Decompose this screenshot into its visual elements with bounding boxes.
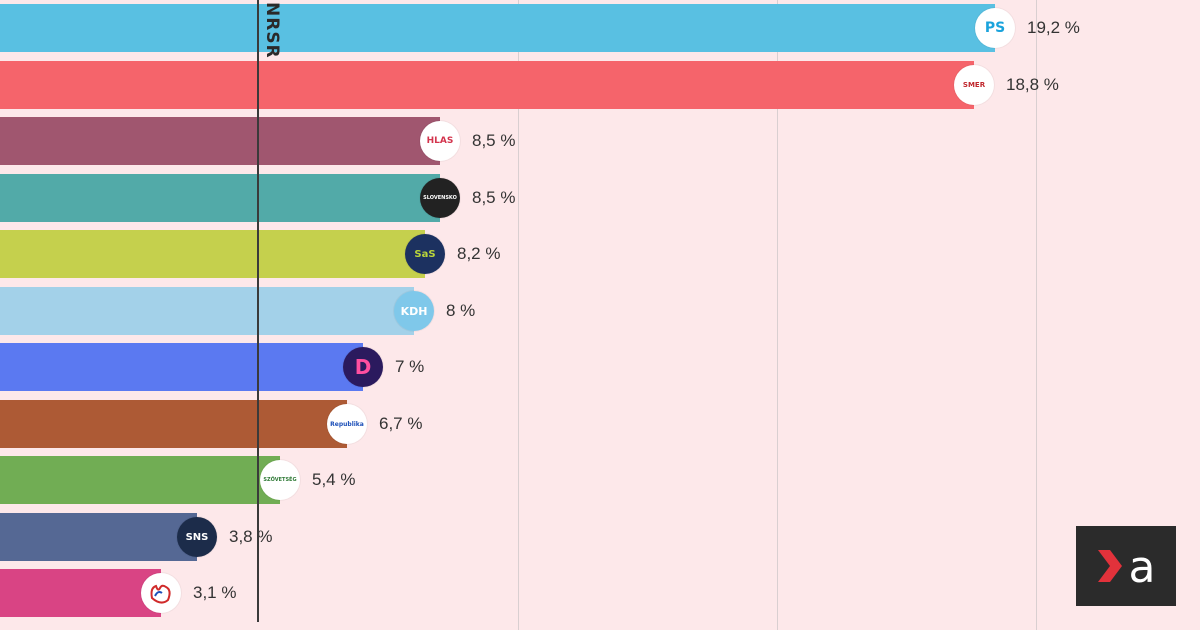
value-label: 19,2 %: [1027, 18, 1080, 37]
brand-logo: a: [1076, 526, 1176, 606]
bar-sas: [0, 230, 425, 278]
gridline: [1036, 0, 1037, 630]
value-label: 18,8 %: [1006, 75, 1059, 94]
threshold-label: NRSR: [262, 2, 282, 59]
threshold-line: [257, 0, 259, 622]
party-logo-icon: KDH: [394, 291, 434, 331]
value-label: 7 %: [395, 357, 425, 376]
party-logo-icon: Republika: [327, 404, 367, 444]
value-label: 3,1 %: [193, 583, 237, 602]
value-label: 8,2 %: [457, 244, 501, 263]
gridline: [518, 0, 519, 630]
party-logo-icon: HLAS: [420, 121, 460, 161]
value-label: 8,5 %: [472, 188, 516, 207]
gridline: [777, 0, 778, 630]
bar-ma-arsk-: [0, 569, 161, 617]
bar-sns: [0, 513, 197, 561]
bar-smer: [0, 61, 974, 109]
party-logo-icon: SNS: [177, 517, 217, 557]
party-logo-icon: D: [343, 347, 383, 387]
value-label: 5,4 %: [312, 470, 356, 489]
value-label: 8 %: [446, 301, 476, 320]
bar-hlas: [0, 117, 440, 165]
bar-kdh: [0, 287, 414, 335]
bar-ps: [0, 4, 995, 52]
bar-hnutie-slovensko: [0, 174, 440, 222]
value-label: 6,7 %: [379, 414, 423, 433]
party-logo-icon: [141, 573, 181, 613]
bar-sz-vets-g: [0, 456, 280, 504]
party-logo-icon: SMER: [954, 65, 994, 105]
party-logo-icon: SaS: [405, 234, 445, 274]
party-logo-icon: SZÖVETSÉG: [260, 460, 300, 500]
svg-text:a: a: [1129, 542, 1156, 593]
bar-demokrati: [0, 343, 363, 391]
party-logo-icon: SLOVENSKO: [420, 178, 460, 218]
party-logo-icon: PS: [975, 8, 1015, 48]
value-label: 8,5 %: [472, 131, 516, 150]
value-label: 3,8 %: [229, 527, 273, 546]
brand-logo-icon: a: [1098, 542, 1156, 593]
bar-republika: [0, 400, 347, 448]
